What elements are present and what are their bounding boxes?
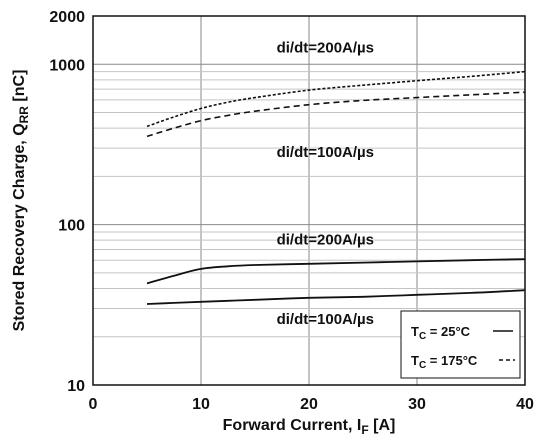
series-line-25c-3: [146, 289, 526, 305]
annotation-layer: di/dt=200A/µs di/dt=100A/µs di/dt=200A/µs d…: [277, 40, 374, 328]
y-axis-title: Stored Recovery Charge, QRR [nC]: [11, 70, 31, 332]
grid-layer: [93, 16, 525, 385]
series-annotation: di/dt=100A/µs: [277, 144, 374, 161]
series-annotation: di/dt=200A/µs: [277, 40, 374, 57]
y-tick-label: 100: [58, 218, 85, 235]
series-layer: [146, 70, 526, 305]
x-tick-label: 30: [408, 396, 426, 413]
x-tick-label: 10: [192, 396, 210, 413]
x-tick-label: 40: [516, 396, 534, 413]
series-line-25c-2: [146, 258, 526, 285]
legend-box: [400, 310, 521, 379]
x-tick-label: 0: [89, 396, 98, 413]
series-annotation: di/dt=200A/µs: [277, 232, 374, 249]
plot-frame: [92, 15, 526, 386]
series-annotation: di/dt=100A/µs: [277, 311, 374, 328]
legend-label-25c: TC = 25°C: [411, 324, 471, 342]
x-tick-label: 20: [300, 396, 318, 413]
legend: TC = 25°C TC = 175°C: [400, 310, 521, 379]
series-line-175c-1: [146, 91, 526, 138]
y-tick-label: 1000: [49, 57, 85, 74]
series-line-175c-0: [146, 70, 526, 128]
legend-label-175c: TC = 175°C: [411, 353, 478, 371]
y-tick-label: 10: [67, 378, 85, 395]
y-tick-label: 2000: [49, 9, 85, 26]
x-axis-title: Forward Current, IF [A]: [223, 417, 396, 437]
